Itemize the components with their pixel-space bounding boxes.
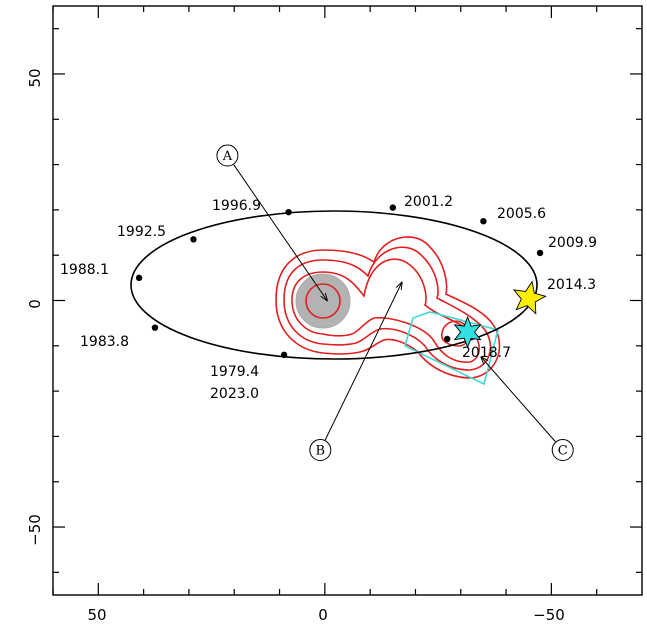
callouts: A B C: [216, 144, 574, 462]
callout-letter: A: [222, 149, 233, 164]
epoch-dot: [443, 335, 451, 343]
epoch-label-1996: 1996.9: [212, 198, 261, 214]
epoch-label-2023: 2023.0: [210, 386, 259, 402]
epoch-label-1988: 1988.1: [60, 262, 109, 278]
epoch-dot: [190, 236, 197, 243]
epoch-dot: [389, 204, 397, 211]
epoch-dot: [536, 249, 544, 257]
callout-letter: B: [316, 444, 326, 459]
contour-3: [283, 246, 492, 371]
epoch-dot: [285, 208, 292, 216]
epoch-label-1992: 1992.5: [117, 224, 166, 240]
epoch-dot: [480, 218, 487, 225]
callout-circle: [216, 144, 239, 167]
stars: [453, 280, 547, 349]
contour-outer: [275, 236, 501, 379]
epoch-label-2014: 2014.3: [547, 277, 596, 293]
epoch-dots: [135, 204, 544, 359]
orbit-ellipse: [130, 210, 538, 360]
epoch-label-2009: 2009.9: [548, 235, 597, 251]
epoch-label-1979: 1979.4: [210, 364, 259, 380]
yellow-star-marker: [512, 280, 547, 315]
y-tick-label-middle: 0: [26, 299, 44, 309]
contour-2: [291, 258, 481, 363]
callout-letter: C: [558, 444, 568, 459]
epoch-label-2005: 2005.6: [497, 206, 546, 222]
y-tick-label-bottom: −50: [26, 514, 44, 546]
x-tick-label-right: −50: [533, 606, 565, 624]
x-tick-label-center: 0: [318, 606, 328, 624]
epoch-dot: [151, 324, 159, 331]
callout-circle: [551, 439, 574, 462]
contour-inner: [305, 283, 341, 319]
detection-box: [404, 311, 499, 386]
callout-arrow: [324, 282, 402, 441]
central-source-disk: [295, 273, 351, 329]
x-tick-label-left: 50: [87, 606, 106, 624]
epoch-label-1983: 1983.8: [80, 334, 129, 350]
epoch-dot: [280, 351, 288, 359]
ticks: [52, 6, 642, 595]
epoch-dot: [135, 274, 143, 282]
epoch-label-2018: 2018.7: [462, 345, 511, 361]
cyan-star-marker: [453, 315, 482, 349]
y-tick-label-top: 50: [26, 68, 44, 87]
epoch-label-2001: 2001.2: [404, 194, 453, 210]
callout-circle: [309, 439, 332, 462]
callout-arrow: [481, 357, 556, 443]
callout-arrow: [233, 164, 327, 301]
